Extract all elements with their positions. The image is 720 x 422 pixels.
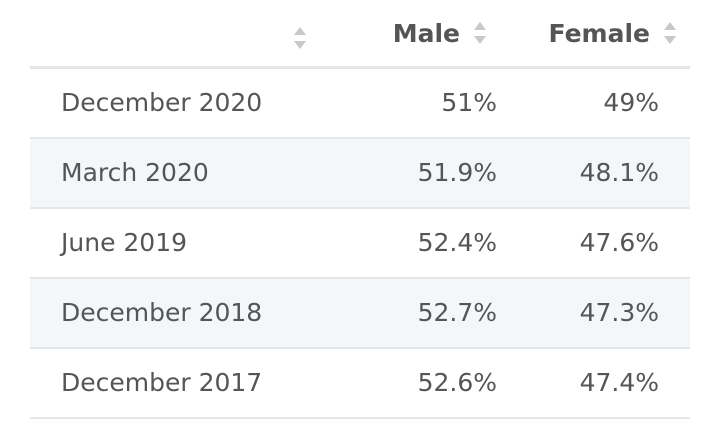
male-share-cell: 52.6%	[417, 368, 497, 397]
male-share-cell: 52.4%	[417, 228, 497, 257]
period-cell: March 2020	[61, 158, 209, 187]
male-share-cell: 51%	[441, 88, 497, 118]
gender-share-table: Male Female De	[30, 0, 690, 419]
table-row: December 2020 51% 49%	[30, 68, 690, 138]
column-header-label: Female	[548, 18, 650, 48]
sort-up-down-icon[interactable]	[472, 20, 488, 46]
female-share-cell: 49%	[603, 88, 659, 118]
female-share-cell: 47.6%	[579, 228, 659, 257]
sort-up-down-icon[interactable]	[662, 20, 678, 46]
table-header-row: Male Female	[30, 0, 690, 69]
period-cell: December 2017	[61, 368, 263, 397]
female-share-cell: 48.1%	[579, 158, 659, 187]
gender-share-table-container: Male Female De	[30, 0, 690, 419]
table-row: June 2019 52.4% 47.6%	[30, 208, 690, 278]
male-share-cell: 52.7%	[417, 298, 497, 327]
period-cell: December 2020	[61, 88, 263, 118]
table-row: December 2017 52.6% 47.4%	[30, 348, 690, 418]
female-share-cell: 47.3%	[579, 298, 659, 327]
male-share-cell: 51.9%	[417, 158, 497, 187]
female-share-cell: 47.4%	[579, 368, 659, 397]
column-header-male[interactable]: Male	[320, 0, 500, 69]
period-cell: December 2018	[61, 298, 263, 327]
table-row: December 2018 52.7% 47.3%	[30, 277, 690, 348]
period-cell: June 2019	[61, 228, 188, 257]
column-header-label: Male	[392, 18, 460, 48]
column-header-female[interactable]: Female	[500, 0, 690, 69]
sort-up-down-icon[interactable]	[292, 25, 308, 51]
table-row: March 2020 51.9% 48.1%	[30, 137, 690, 208]
column-header-period[interactable]	[30, 0, 320, 69]
